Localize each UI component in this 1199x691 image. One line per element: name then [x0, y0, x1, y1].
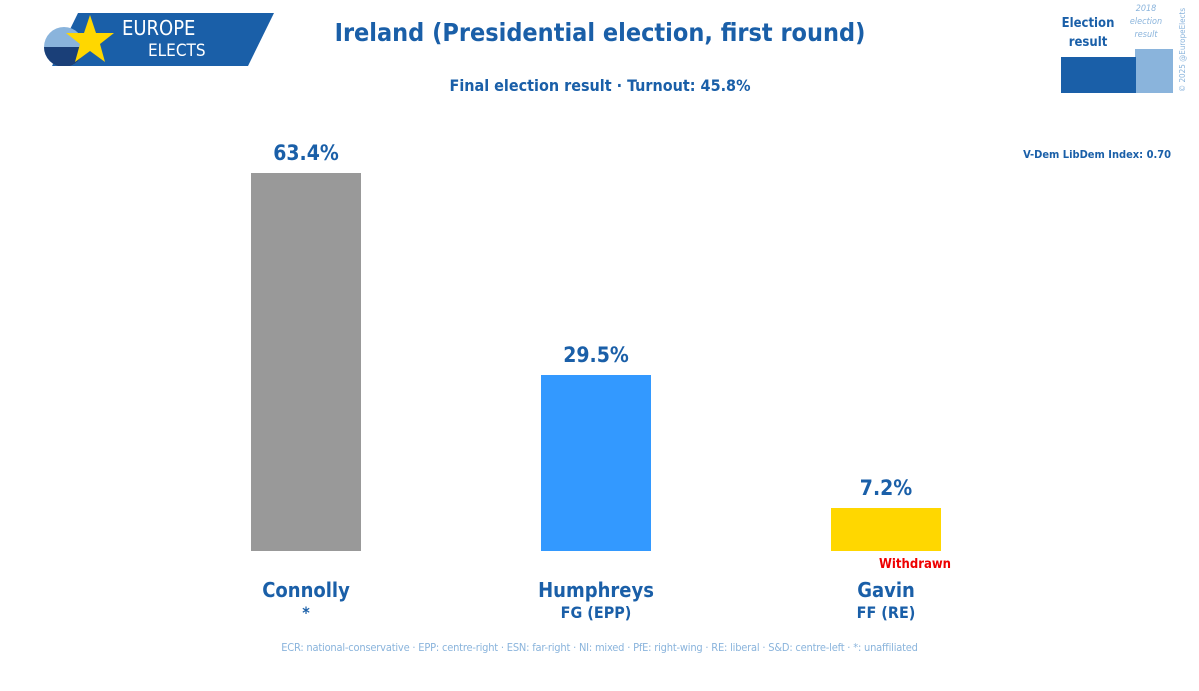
logo-line1: EUROPE: [122, 16, 196, 40]
category-label: Gavin: [857, 578, 915, 602]
bar-connolly: [251, 173, 361, 551]
bar-gavin: [831, 508, 941, 551]
value-label: 63.4%: [273, 141, 339, 165]
europe-elects-logo: EUROPE ELECTS: [38, 13, 274, 67]
value-label: 7.2%: [859, 476, 913, 501]
legend-current-swatch: [1061, 57, 1136, 93]
legend-previous-swatch: [1135, 49, 1173, 93]
legend-previous-label: 2018 election result: [1129, 4, 1163, 40]
logo-line2: ELECTS: [148, 41, 206, 61]
legend-current-label: Election result: [1061, 16, 1115, 50]
category-label: Humphreys: [538, 578, 654, 602]
legend: Election result 2018 election result © 2…: [1060, 0, 1199, 100]
bar-humphreys: [541, 375, 651, 551]
category-label: Connolly: [262, 578, 350, 602]
value-label: 29.5%: [563, 343, 629, 368]
party-label: *: [302, 603, 310, 622]
chart-title: Ireland (Presidential election, first ro…: [334, 18, 866, 47]
party-legend-footer: ECR: national-conservative · EPP: centre…: [281, 641, 918, 654]
party-label: FF (RE): [856, 603, 916, 622]
vdem-index: V-Dem LibDem Index: 0.70: [1023, 148, 1171, 161]
chart-subtitle: Final election result · Turnout: 45.8%: [449, 76, 751, 95]
party-label: FG (EPP): [560, 603, 632, 622]
withdrawn-note: Withdrawn: [879, 557, 951, 572]
